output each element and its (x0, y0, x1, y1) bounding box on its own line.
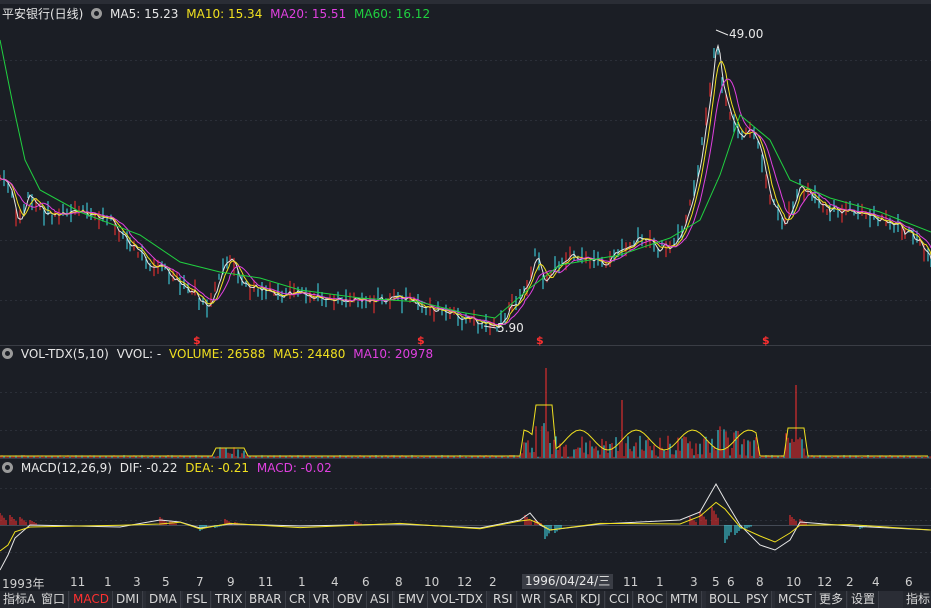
dif-value: DIF: -0.22 (119, 461, 178, 475)
vol-ma5-value: MA5: 24480 (273, 347, 346, 361)
time-label: 10 (424, 575, 440, 589)
time-label: 1 (104, 575, 112, 589)
tab-brar[interactable]: BRAR (246, 591, 286, 608)
vvol-value: VVOL: - (116, 347, 162, 361)
dea-value: DEA: -0.21 (185, 461, 250, 475)
tab-vol-tdx[interactable]: VOL-TDX (428, 591, 487, 608)
time-label: 4 (331, 575, 339, 589)
tab-settings[interactable]: 设置 (848, 591, 880, 608)
tab-rsi[interactable]: RSI (490, 591, 517, 608)
low-price-label: 5.90 (497, 321, 524, 335)
ma60-line (0, 39, 931, 319)
volume-legend: VOL-TDX(5,10) VVOL: - VOLUME: 26588 MA5:… (2, 346, 437, 362)
tab-indicator[interactable]: 指标 (903, 591, 931, 608)
indicator-lines (0, 39, 931, 571)
tab-obv[interactable]: OBV (334, 591, 367, 608)
tab-vr[interactable]: VR (310, 591, 334, 608)
volume-ma-line (0, 404, 928, 457)
time-label: 3 (690, 575, 698, 589)
time-label: 2 (489, 575, 497, 589)
high-price-label: 49.00 (729, 27, 764, 41)
ma10-value: MA10: 15.34 (186, 7, 263, 21)
ma5-line (0, 43, 931, 329)
macd-indicator-title: MACD(12,26,9) (20, 461, 112, 475)
macd-value: MACD: -0.02 (256, 461, 332, 475)
ma20-value: MA20: 15.51 (270, 7, 347, 21)
chart-canvas[interactable] (0, 0, 931, 574)
tab-wr[interactable]: WR (518, 591, 546, 608)
tab-cci[interactable]: CCI (606, 591, 634, 608)
tab-mcst[interactable]: MCST (775, 591, 816, 608)
price-legend: 平安银行(日线) MA5: 15.23 MA10: 15.34 MA20: 15… (2, 6, 434, 22)
time-label: 8 (756, 575, 764, 589)
time-label: 6 (362, 575, 370, 589)
time-label: 5 (712, 575, 720, 589)
tab-more[interactable]: 更多 (816, 591, 848, 608)
top-toolbar-strip (0, 0, 931, 4)
signal-marker[interactable]: $ (193, 334, 201, 347)
ma10-line (0, 60, 931, 328)
volume-bars (0, 368, 931, 458)
macd-legend: MACD(12,26,9) DIF: -0.22 DEA: -0.21 MACD… (2, 460, 336, 476)
tab-dmi[interactable]: DMI (113, 591, 144, 608)
time-label: 9 (227, 575, 235, 589)
time-label: 4 (872, 575, 880, 589)
tab-boll[interactable]: BOLL (706, 591, 744, 608)
tab-dma[interactable]: DMA (146, 591, 181, 608)
crosshair-date-label: 1996/04/24/三 (522, 574, 614, 589)
gear-icon[interactable] (2, 348, 13, 359)
time-label: 3 (133, 575, 141, 589)
grid-lines (0, 60, 931, 553)
signal-marker[interactable]: $ (762, 334, 770, 347)
time-label: 1993年 (2, 577, 45, 591)
time-label: 1 (298, 575, 306, 589)
volume-value: VOLUME: 26588 (169, 347, 266, 361)
time-label: 5 (162, 575, 170, 589)
tab-cr[interactable]: CR (286, 591, 310, 608)
ma60-value: MA60: 16.12 (354, 7, 431, 21)
tab-indicator-a[interactable]: 指标A (0, 591, 40, 608)
dea-line (0, 501, 931, 552)
vol-indicator-title: VOL-TDX(5,10) (20, 347, 109, 361)
time-label: 10 (786, 575, 802, 589)
time-axis: 1993年 11 1 3 5 7 9 11 1 4 6 8 10 12 2 19… (0, 574, 931, 591)
time-label: 2 (846, 575, 854, 589)
signal-marker[interactable]: $ (536, 334, 544, 347)
time-label: 8 (395, 575, 403, 589)
time-label: 12 (817, 575, 833, 589)
tab-mtm[interactable]: MTM (667, 591, 703, 608)
indicator-tab-bar: 指标A 窗口 MACD DMI DMA FSL TRIX BRAR CR VR … (0, 591, 931, 608)
time-label: 6 (905, 575, 913, 589)
time-label: 1 (656, 575, 664, 589)
time-label: 11 (70, 575, 86, 589)
tab-psy[interactable]: PSY (743, 591, 773, 608)
tab-sar[interactable]: SAR (546, 591, 578, 608)
low-pointer (483, 325, 497, 329)
chart-title: 平安银行(日线) (2, 7, 84, 21)
gear-icon[interactable] (91, 8, 103, 19)
tab-trix[interactable]: TRIX (212, 591, 247, 608)
gear-icon[interactable] (2, 462, 13, 473)
ma5-value: MA5: 15.23 (110, 7, 179, 21)
time-label: 6 (727, 575, 735, 589)
time-label: 7 (196, 575, 204, 589)
tab-kdj[interactable]: KDJ (577, 591, 605, 608)
tab-roc[interactable]: ROC (634, 591, 668, 608)
tab-window[interactable]: 窗口 (38, 591, 70, 608)
ma20-line (0, 78, 931, 325)
high-pointer (715, 29, 729, 36)
tab-emv[interactable]: EMV (395, 591, 429, 608)
signal-marker[interactable]: $ (417, 334, 425, 347)
time-label: 12 (457, 575, 473, 589)
vol-ma10-value: MA10: 20978 (353, 347, 434, 361)
time-label: 11 (258, 575, 274, 589)
time-label: 11 (623, 575, 639, 589)
tab-fsl[interactable]: FSL (183, 591, 211, 608)
tab-macd[interactable]: MACD (70, 591, 113, 608)
tab-asi[interactable]: ASI (367, 591, 394, 608)
dif-line (0, 482, 931, 571)
